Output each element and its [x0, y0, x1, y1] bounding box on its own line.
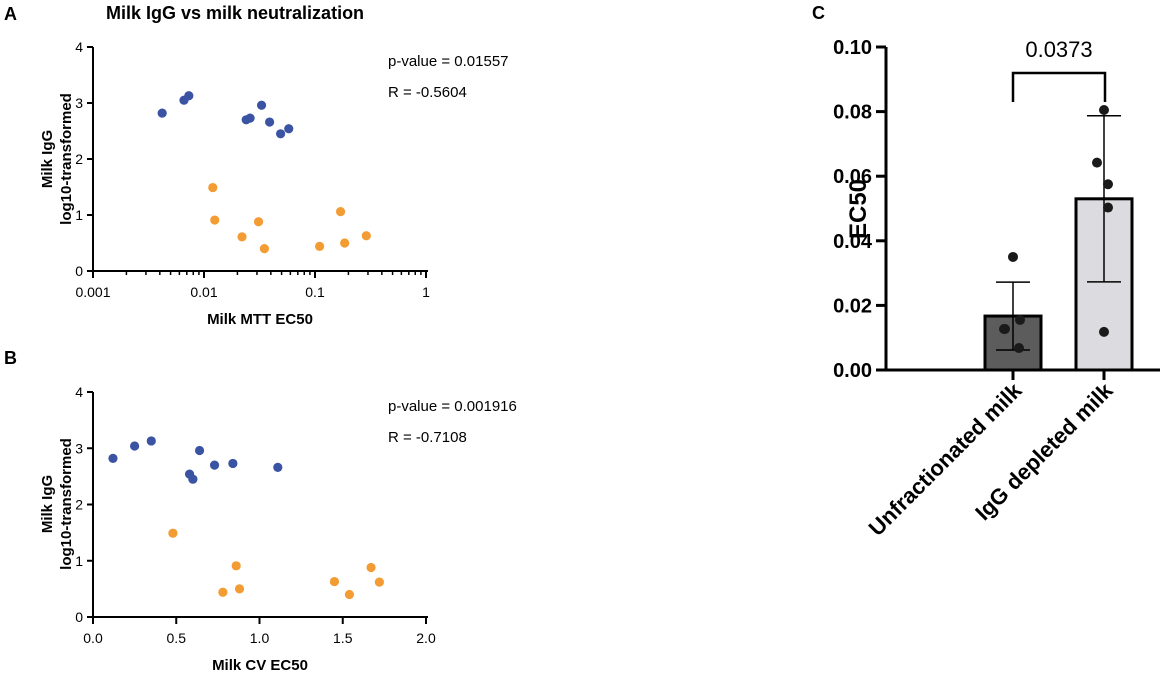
panel-b: B 0 1 2 3 4 0.0 0.5 1.0 1.5 2.0 Milk CV EC50 Mil… [4, 348, 517, 674]
scatter-point-blue [188, 474, 198, 484]
panel-a-x-ticks: 0.001 0.01 0.1 1 [75, 271, 430, 300]
scatter-point-orange [329, 576, 340, 587]
x-tick-label: 0.0 [83, 630, 103, 646]
panel-label-c: C [812, 3, 825, 23]
scatter-point-orange [361, 231, 371, 241]
scatter-point-blue [228, 458, 238, 469]
scatter-point-orange [231, 561, 241, 571]
panel-c-y-ticks: 0.00 0.02 0.04 0.06 0.08 0.10 [833, 37, 886, 382]
scatter-point-blue [245, 113, 255, 123]
scatter-point-orange [259, 244, 269, 254]
bar-point [1103, 202, 1113, 213]
panel-c-y-label: EC50 [845, 179, 872, 239]
panel-c-bars [983, 197, 1134, 372]
y-tick-label: 0.06 [833, 166, 872, 188]
scatter-point-orange [314, 241, 325, 251]
y-tick-label: 4 [75, 384, 83, 400]
scatter-point-orange [340, 238, 350, 248]
panel-b-y-label-line2: log10-transformed [58, 438, 75, 570]
panel-label-a: A [4, 4, 17, 24]
scatter-point-orange [253, 217, 264, 227]
scatter-point-blue [146, 436, 156, 446]
scatter-point-blue [273, 462, 283, 472]
scatter-point-orange [374, 577, 384, 587]
scatter-point-orange [237, 232, 247, 242]
y-tick-label: 1 [75, 207, 83, 223]
bar-point [1015, 314, 1025, 325]
scatter-point-blue [276, 129, 286, 139]
panel-a-r-value: R = -0.5604 [388, 84, 467, 101]
y-tick-label: 2 [75, 497, 83, 513]
y-tick-label: 0 [75, 609, 83, 625]
scatter-point-blue [130, 441, 140, 451]
scatter-point-orange [210, 215, 220, 225]
x-tick-label: 0.001 [75, 284, 110, 300]
bar-point [1014, 343, 1024, 354]
scatter-point-blue [184, 91, 194, 101]
panel-b-x-label: Milk CV EC50 [212, 657, 308, 674]
scatter-point-blue [157, 108, 167, 118]
panel-a-x-label: Milk MTT EC50 [207, 311, 313, 328]
significance-bracket [1011, 71, 1107, 102]
panel-label-b: B [4, 348, 17, 368]
scatter-point-blue [256, 100, 267, 110]
y-tick-label: 1 [75, 553, 83, 569]
scatter-point-orange [335, 207, 346, 217]
panel-b-r-value: R = -0.7108 [388, 429, 467, 446]
y-tick-label: 0.02 [833, 295, 872, 317]
scatter-point-blue [284, 124, 294, 134]
bar-point [1099, 326, 1109, 337]
figure-title: Milk IgG vs milk neutralization [106, 3, 364, 23]
x-tick-label: 0.01 [190, 284, 217, 300]
y-tick-label: 2 [75, 151, 83, 167]
panel-a-y-label-line1: Milk IgG [39, 130, 56, 188]
y-tick-label: 0.04 [833, 231, 873, 253]
scatter-point-orange [366, 562, 376, 573]
x-tick-label: 2.0 [416, 630, 436, 646]
scatter-point-blue [209, 460, 220, 470]
panel-b-pvalue: p-value = 0.001916 [388, 398, 517, 415]
x-tick-label: 1.0 [250, 630, 270, 646]
x-tick-label: 1.5 [333, 630, 353, 646]
scatter-point-blue [108, 453, 118, 463]
bar-point [1008, 251, 1018, 262]
panel-a-pvalue: p-value = 0.01557 [388, 53, 509, 70]
panel-b-points [108, 436, 384, 600]
scatter-point-orange [344, 589, 355, 600]
y-tick-label: 4 [75, 39, 83, 55]
y-tick-label: 0 [75, 263, 83, 279]
scatter-point-orange [168, 528, 178, 538]
y-tick-label: 0.10 [833, 37, 872, 59]
panel-a-points [157, 91, 371, 254]
y-tick-label: 0.08 [833, 102, 872, 124]
panel-c-error-bars [996, 115, 1121, 380]
panel-b-y-label-line1: Milk IgG [39, 475, 56, 533]
panel-c: C 0.00 0.02 0.04 0.06 0.08 0.10 Unfractionate… [812, 3, 1160, 541]
panel-a: A Milk IgG vs milk neutralization 01234 … [4, 3, 509, 328]
significance-p-value: 0.0373 [1025, 37, 1092, 62]
bar-point [1000, 323, 1010, 334]
x-tick-label: 0.1 [305, 284, 325, 300]
panel-b-x-ticks: 0.0 0.5 1.0 1.5 2.0 [83, 617, 436, 646]
x-tick-label: 1 [422, 284, 430, 300]
y-tick-label: 0.00 [833, 360, 872, 382]
category-label-1: Unfractionated milk [864, 377, 1027, 540]
bar-point [1092, 157, 1102, 168]
panel-a-y-ticks: 0 1 2 3 4 [75, 39, 93, 279]
bar-point [1099, 104, 1109, 115]
panel-a-y-label-line2: log10-transformed [58, 93, 75, 225]
scatter-point-blue [265, 117, 275, 127]
scatter-point-orange [208, 182, 218, 193]
panel-c-points [999, 104, 1113, 354]
scatter-point-orange [234, 584, 245, 594]
y-tick-label: 3 [75, 440, 83, 456]
scatter-point-orange [218, 587, 228, 597]
panel-b-y-ticks: 0 1 2 3 4 [75, 384, 93, 625]
scatter-point-blue [194, 445, 205, 456]
y-tick-label: 3 [75, 95, 83, 111]
bar-point [1103, 179, 1113, 190]
x-tick-label: 0.5 [167, 630, 187, 646]
